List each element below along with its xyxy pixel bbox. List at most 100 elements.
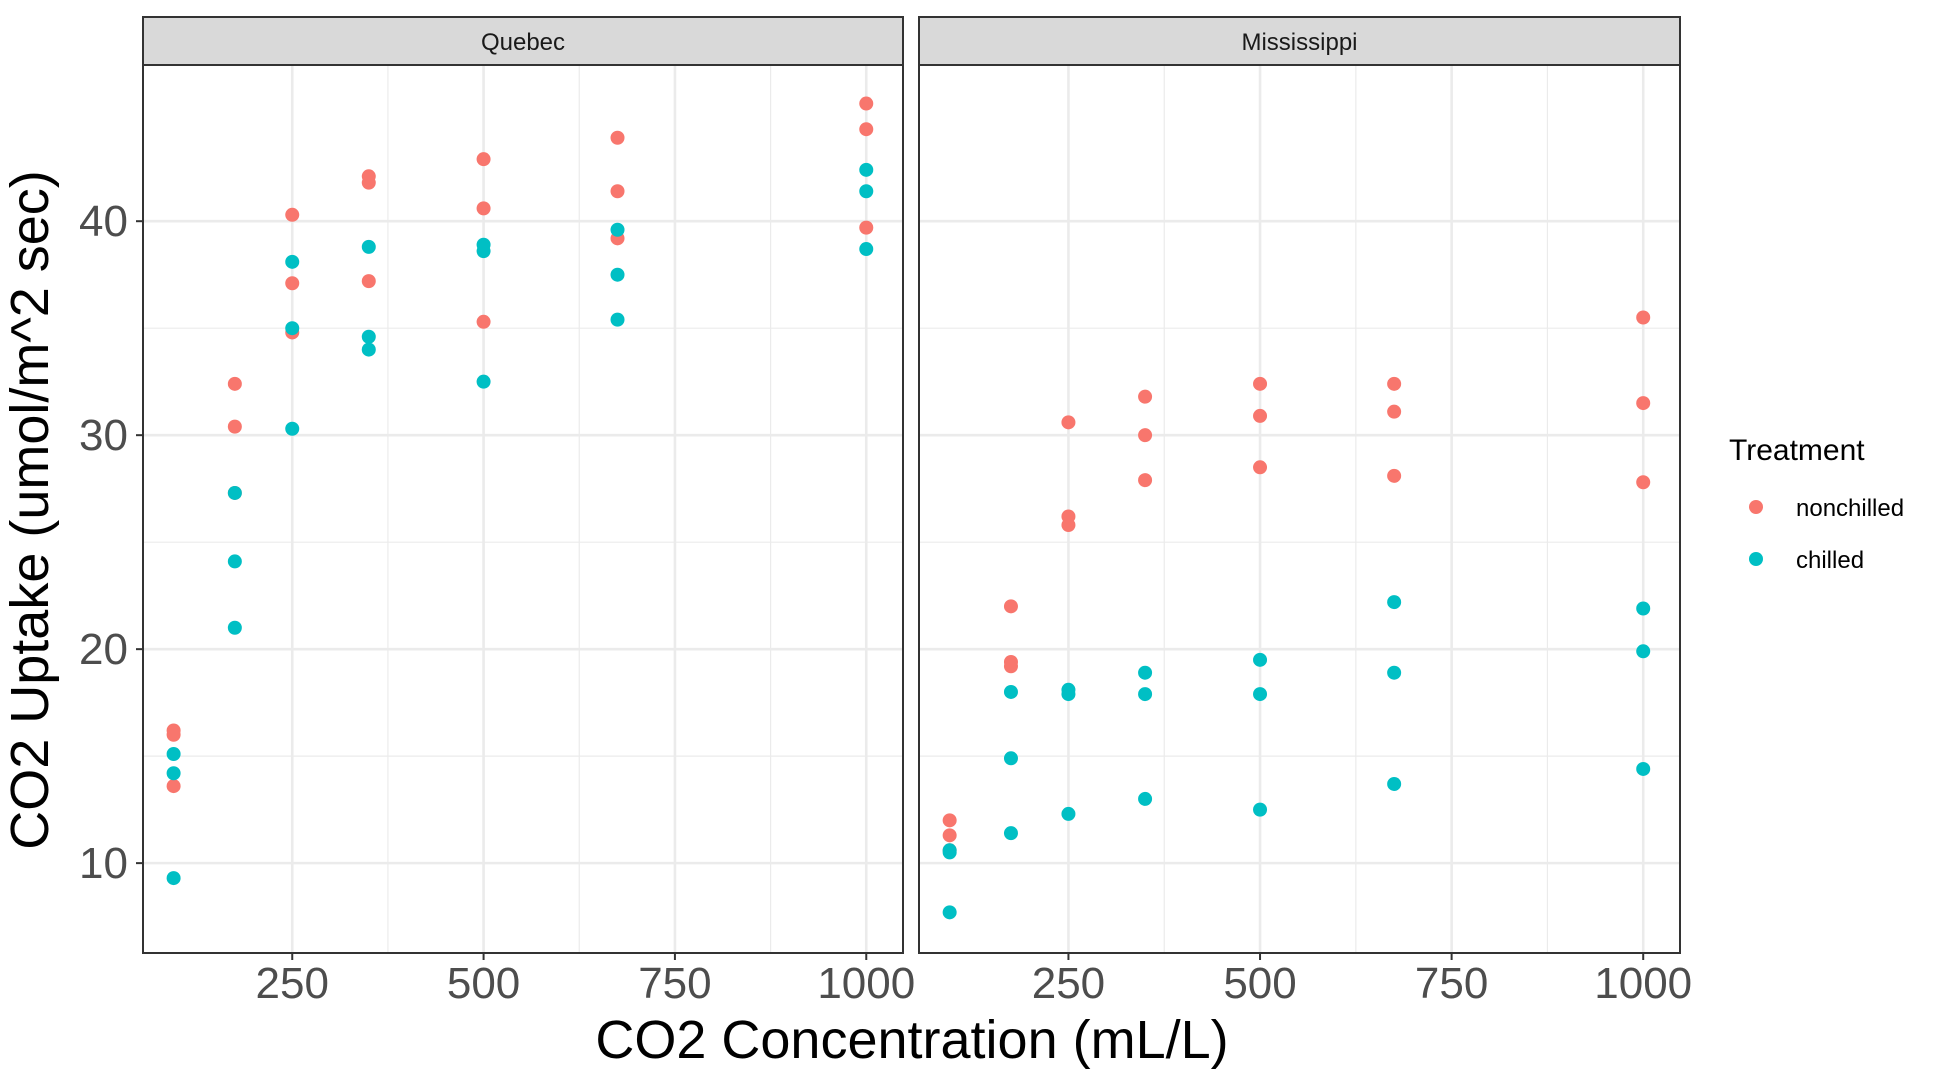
data-point-chilled <box>361 329 376 344</box>
x-axis-title: CO2 Concentration (mL/L) <box>595 1010 1228 1070</box>
data-point-chilled <box>859 242 874 257</box>
y-axis-title: CO2 Uptake (umol/m^2 sec) <box>0 170 60 850</box>
x-ticks-mississippi: 250 500 750 1000 <box>1032 953 1692 1008</box>
legend: Treatment nonchilled chilled <box>1729 434 1904 574</box>
strip-mississippi <box>918 16 1681 66</box>
data-point-nonchilled <box>476 314 491 329</box>
legend-marker-chilled <box>1749 552 1763 566</box>
data-point-nonchilled <box>166 779 181 794</box>
data-point-nonchilled <box>476 201 491 216</box>
data-point-nonchilled <box>859 122 874 137</box>
panel-mississippi: Mississippi 250 500 750 1000 <box>918 16 1692 1008</box>
data-point-chilled <box>942 843 957 858</box>
data-point-chilled <box>1061 687 1076 702</box>
data-point-nonchilled <box>227 419 242 434</box>
data-point-nonchilled <box>859 96 874 111</box>
data-point-nonchilled <box>1253 408 1268 423</box>
x-tick-label: 500 <box>1223 959 1296 1008</box>
data-point-nonchilled <box>1253 460 1268 475</box>
data-point-nonchilled <box>1636 475 1651 490</box>
x-tick-label: 250 <box>256 959 329 1008</box>
data-point-nonchilled <box>610 130 625 145</box>
data-point-chilled <box>1387 776 1402 791</box>
data-point-chilled <box>476 374 491 389</box>
data-point-nonchilled <box>610 184 625 199</box>
data-point-chilled <box>166 766 181 781</box>
data-point-nonchilled <box>285 276 300 291</box>
data-point-nonchilled <box>285 207 300 222</box>
data-point-nonchilled <box>1636 396 1651 411</box>
data-point-chilled <box>1138 687 1153 702</box>
data-point-nonchilled <box>1387 376 1402 391</box>
gridlines-quebec <box>143 65 903 953</box>
data-point-chilled <box>1003 684 1018 699</box>
panel-quebec: Quebec 250 500 750 1000 <box>142 16 915 1008</box>
x-tick-label: 750 <box>638 959 711 1008</box>
data-point-chilled <box>1003 826 1018 841</box>
legend-label-chilled: chilled <box>1796 547 1864 574</box>
data-point-chilled <box>285 421 300 436</box>
y-tick-label: 10 <box>79 839 128 888</box>
data-point-nonchilled <box>1003 599 1018 614</box>
strip-label-mississippi: Mississippi <box>1241 29 1357 56</box>
data-point-chilled <box>227 620 242 635</box>
data-point-chilled <box>1253 652 1268 667</box>
gridlines-mississippi <box>919 65 1680 953</box>
legend-item-chilled: chilled <box>1749 547 1864 574</box>
data-point-chilled <box>1003 751 1018 766</box>
data-point-chilled <box>1138 791 1153 806</box>
strip-label-quebec: Quebec <box>481 29 565 56</box>
y-axis-ticks: 10 20 30 40 <box>79 197 143 888</box>
x-tick-label: 250 <box>1032 959 1105 1008</box>
data-point-chilled <box>1387 595 1402 610</box>
strip-quebec <box>142 16 904 66</box>
data-point-chilled <box>1387 665 1402 680</box>
data-point-nonchilled <box>942 813 957 828</box>
legend-title: Treatment <box>1729 434 1865 467</box>
points-quebec <box>166 96 874 886</box>
data-point-chilled <box>1253 687 1268 702</box>
panel-border-quebec <box>142 64 904 954</box>
data-point-chilled <box>1061 806 1076 821</box>
data-point-nonchilled <box>1061 518 1076 533</box>
data-point-chilled <box>1636 644 1651 659</box>
data-point-chilled <box>1636 601 1651 616</box>
data-point-chilled <box>610 312 625 327</box>
x-tick-label: 750 <box>1415 959 1488 1008</box>
data-point-nonchilled <box>942 828 957 843</box>
data-point-nonchilled <box>1138 389 1153 404</box>
data-point-chilled <box>285 321 300 336</box>
y-tick-label: 30 <box>79 411 128 460</box>
data-point-chilled <box>227 485 242 500</box>
x-tick-label: 500 <box>447 959 520 1008</box>
x-tick-label: 1000 <box>817 959 915 1008</box>
data-point-nonchilled <box>1003 654 1018 669</box>
data-point-nonchilled <box>361 274 376 289</box>
y-tick-label: 20 <box>79 625 128 674</box>
data-point-nonchilled <box>1387 468 1402 483</box>
data-point-chilled <box>610 267 625 282</box>
legend-item-nonchilled: nonchilled <box>1749 495 1904 522</box>
x-ticks-quebec: 250 500 750 1000 <box>256 953 915 1008</box>
data-point-nonchilled <box>361 169 376 184</box>
data-point-chilled <box>166 871 181 886</box>
legend-marker-nonchilled <box>1749 500 1763 514</box>
data-point-nonchilled <box>1138 473 1153 488</box>
legend-label-nonchilled: nonchilled <box>1796 495 1904 522</box>
data-point-nonchilled <box>1253 376 1268 391</box>
data-point-nonchilled <box>1636 310 1651 325</box>
data-point-chilled <box>285 254 300 269</box>
data-point-chilled <box>166 747 181 762</box>
data-point-chilled <box>227 554 242 569</box>
data-point-chilled <box>361 239 376 254</box>
data-point-nonchilled <box>1387 404 1402 419</box>
y-tick-label: 40 <box>79 197 128 246</box>
data-point-chilled <box>1636 761 1651 776</box>
data-point-chilled <box>859 162 874 177</box>
x-tick-label: 1000 <box>1594 959 1692 1008</box>
data-point-nonchilled <box>1061 415 1076 430</box>
data-point-nonchilled <box>166 723 181 738</box>
points-mississippi <box>942 310 1651 920</box>
